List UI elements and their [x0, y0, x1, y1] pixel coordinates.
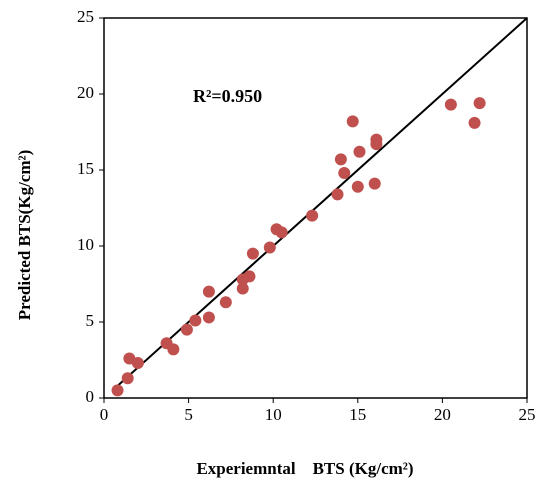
point [189, 314, 202, 327]
point [202, 311, 215, 324]
x-axis-label: Experiemntal BTS (Kg/cm²) [196, 459, 413, 478]
point [236, 282, 249, 295]
point [370, 133, 383, 146]
point [202, 285, 215, 298]
point [131, 357, 144, 370]
point [243, 270, 256, 283]
point [306, 209, 319, 222]
x-tick-label: 25 [519, 405, 536, 424]
point [246, 247, 259, 260]
point [353, 145, 366, 158]
x-tick-label: 15 [349, 405, 366, 424]
point [338, 167, 351, 180]
y-tick-label: 15 [77, 159, 94, 178]
point [351, 180, 364, 193]
x-tick-label: 5 [184, 405, 193, 424]
x-tick-label: 0 [100, 405, 109, 424]
point [219, 296, 232, 309]
point [334, 153, 347, 166]
point [180, 323, 193, 336]
point [263, 241, 276, 254]
y-tick-label: 20 [77, 83, 94, 102]
y-tick-label: 10 [77, 235, 94, 254]
x-tick-label: 20 [434, 405, 451, 424]
point [368, 177, 381, 190]
point [444, 98, 457, 111]
point [331, 188, 344, 201]
point [275, 226, 288, 239]
y-axis-label: Predicted BTS(Kg/cm²) [15, 150, 34, 321]
y-tick-label: 5 [86, 311, 95, 330]
point [346, 115, 359, 128]
fit-line [116, 17, 528, 387]
annotation: R²=0.950 [193, 86, 262, 106]
plot-frame [103, 17, 528, 399]
y-tick-label: 25 [77, 7, 94, 26]
point [473, 97, 486, 110]
point [121, 372, 134, 385]
point [111, 384, 124, 397]
point [468, 116, 481, 129]
point [167, 343, 180, 356]
y-tick-label: 0 [86, 387, 95, 406]
x-tick-label: 10 [265, 405, 282, 424]
